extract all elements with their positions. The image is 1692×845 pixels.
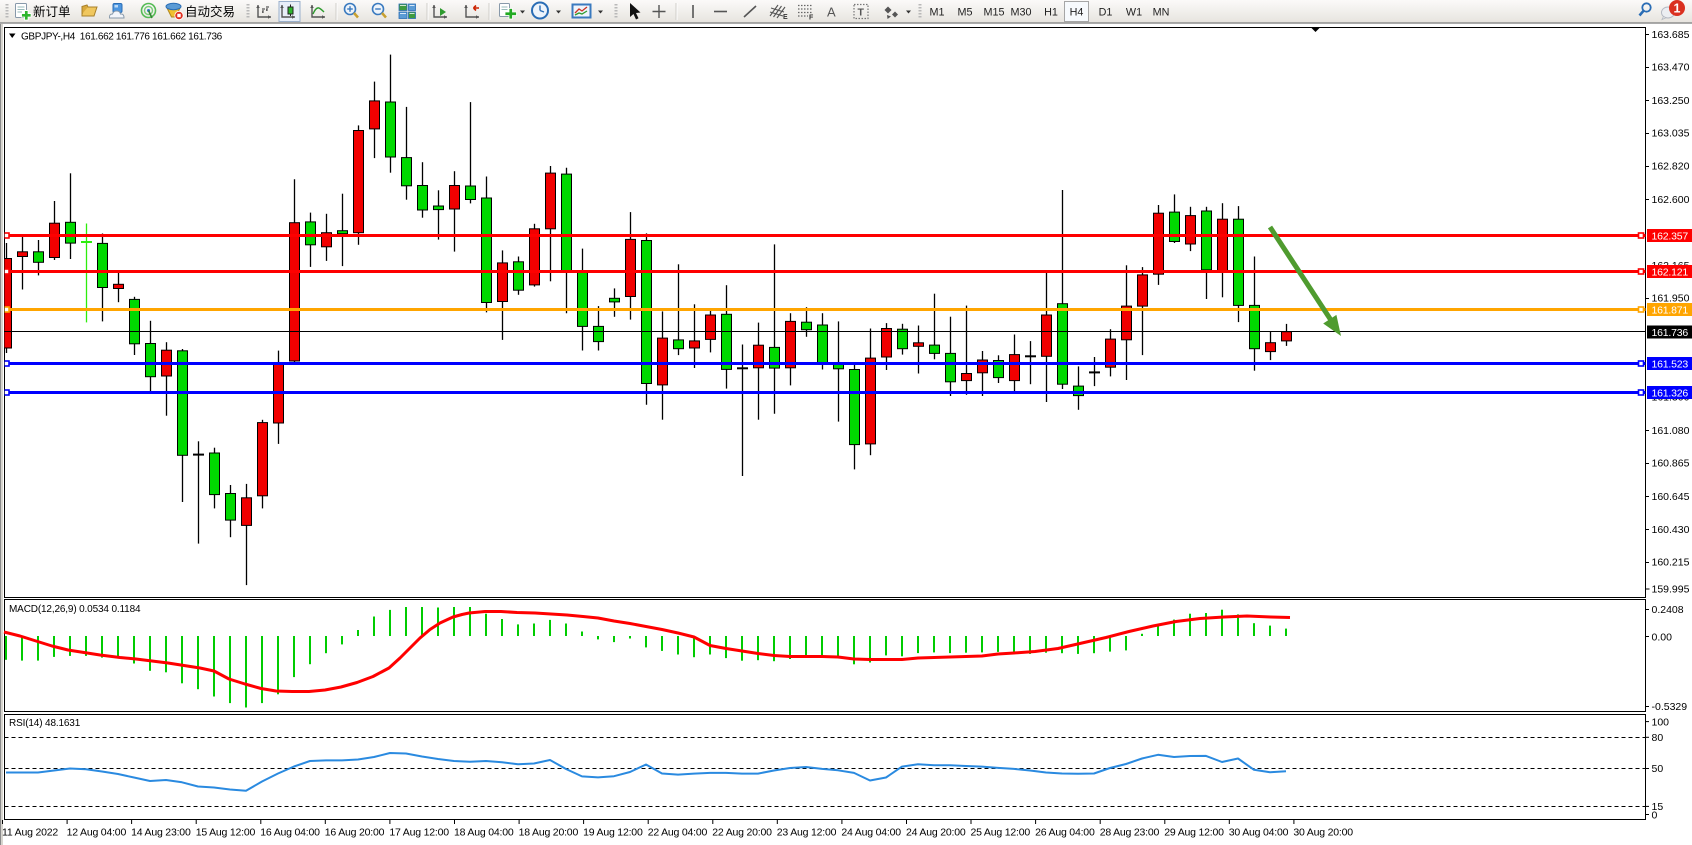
svg-text:1: 1 bbox=[1674, 1, 1681, 15]
svg-text:19 Aug 12:00: 19 Aug 12:00 bbox=[583, 827, 643, 839]
svg-text:163.035: 163.035 bbox=[1652, 128, 1690, 140]
svg-text:28 Aug 23:00: 28 Aug 23:00 bbox=[1100, 827, 1160, 839]
svg-text:160.215: 160.215 bbox=[1652, 557, 1690, 569]
svg-text:RSI(14) 48.1631: RSI(14) 48.1631 bbox=[9, 718, 81, 729]
svg-text:F: F bbox=[809, 15, 814, 22]
svg-text:162.357: 162.357 bbox=[1652, 231, 1689, 243]
svg-text:163.685: 163.685 bbox=[1652, 29, 1690, 41]
svg-text:MACD(12,26,9) 0.0534 0.1184: MACD(12,26,9) 0.0534 0.1184 bbox=[9, 604, 141, 615]
svg-text:162.820: 162.820 bbox=[1652, 160, 1690, 172]
svg-text:80: 80 bbox=[1652, 732, 1664, 744]
svg-text:160.645: 160.645 bbox=[1652, 491, 1690, 503]
svg-text:D1: D1 bbox=[1099, 7, 1113, 19]
svg-text:12 Aug 04:00: 12 Aug 04:00 bbox=[67, 827, 127, 839]
svg-text:161.871: 161.871 bbox=[1652, 305, 1689, 317]
svg-text:161.736: 161.736 bbox=[1652, 327, 1689, 339]
svg-text:15 Aug 12:00: 15 Aug 12:00 bbox=[196, 827, 256, 839]
svg-text:GBPJPY-,H4 161.662 161.776 16: GBPJPY-,H4 161.662 161.776 161.662 161.7… bbox=[21, 32, 223, 43]
svg-text:29 Aug 12:00: 29 Aug 12:00 bbox=[1164, 827, 1224, 839]
svg-text:18 Aug 20:00: 18 Aug 20:00 bbox=[519, 827, 579, 839]
svg-text:A: A bbox=[827, 5, 836, 20]
svg-text:24 Aug 04:00: 24 Aug 04:00 bbox=[841, 827, 901, 839]
svg-text:50: 50 bbox=[1652, 763, 1664, 775]
svg-text:162.600: 162.600 bbox=[1652, 194, 1690, 206]
svg-text:162.121: 162.121 bbox=[1652, 267, 1689, 279]
svg-text:M5: M5 bbox=[958, 7, 973, 19]
svg-text:16 Aug 20:00: 16 Aug 20:00 bbox=[325, 827, 385, 839]
svg-text:14 Aug 23:00: 14 Aug 23:00 bbox=[131, 827, 191, 839]
svg-text:-0.5329: -0.5329 bbox=[1652, 701, 1688, 713]
svg-text:W1: W1 bbox=[1126, 7, 1142, 19]
svg-text:161.523: 161.523 bbox=[1652, 359, 1689, 371]
svg-text:163.250: 163.250 bbox=[1652, 95, 1690, 107]
svg-text:新订单: 新订单 bbox=[33, 4, 71, 19]
svg-text:0: 0 bbox=[1652, 809, 1658, 821]
svg-text:MN: MN bbox=[1153, 7, 1170, 19]
svg-text:100: 100 bbox=[1652, 716, 1670, 728]
svg-text:15: 15 bbox=[1652, 801, 1664, 813]
svg-text:0.00: 0.00 bbox=[1652, 631, 1673, 643]
svg-text:161.080: 161.080 bbox=[1652, 425, 1690, 437]
svg-text:18 Aug 04:00: 18 Aug 04:00 bbox=[454, 827, 514, 839]
svg-text:H4: H4 bbox=[1070, 7, 1084, 19]
svg-text:23 Aug 12:00: 23 Aug 12:00 bbox=[777, 827, 837, 839]
svg-text:161.950: 161.950 bbox=[1652, 293, 1690, 305]
svg-text:160.430: 160.430 bbox=[1652, 524, 1690, 536]
svg-text:M30: M30 bbox=[1010, 7, 1031, 19]
svg-text:22 Aug 04:00: 22 Aug 04:00 bbox=[648, 827, 708, 839]
svg-text:11 Aug 2022: 11 Aug 2022 bbox=[2, 827, 58, 839]
svg-text:17 Aug 12:00: 17 Aug 12:00 bbox=[389, 827, 449, 839]
svg-text:H1: H1 bbox=[1044, 7, 1058, 19]
svg-text:25 Aug 12:00: 25 Aug 12:00 bbox=[971, 827, 1031, 839]
svg-text:M1: M1 bbox=[930, 7, 945, 19]
svg-text:161.326: 161.326 bbox=[1652, 388, 1689, 400]
svg-text:16 Aug 04:00: 16 Aug 04:00 bbox=[260, 827, 320, 839]
svg-text:T: T bbox=[858, 7, 865, 19]
svg-text:30 Aug 20:00: 30 Aug 20:00 bbox=[1293, 827, 1353, 839]
svg-text:24 Aug 20:00: 24 Aug 20:00 bbox=[906, 827, 966, 839]
svg-text:160.865: 160.865 bbox=[1652, 458, 1690, 470]
svg-text:163.470: 163.470 bbox=[1652, 62, 1690, 74]
svg-text:159.995: 159.995 bbox=[1652, 584, 1690, 596]
svg-text:0.2408: 0.2408 bbox=[1652, 604, 1684, 616]
svg-text:22 Aug 20:00: 22 Aug 20:00 bbox=[712, 827, 772, 839]
svg-text:30 Aug 04:00: 30 Aug 04:00 bbox=[1229, 827, 1289, 839]
svg-text:E: E bbox=[783, 14, 788, 21]
svg-text:26 Aug 04:00: 26 Aug 04:00 bbox=[1035, 827, 1095, 839]
svg-text:M15: M15 bbox=[983, 7, 1004, 19]
svg-text:自动交易: 自动交易 bbox=[185, 4, 235, 19]
